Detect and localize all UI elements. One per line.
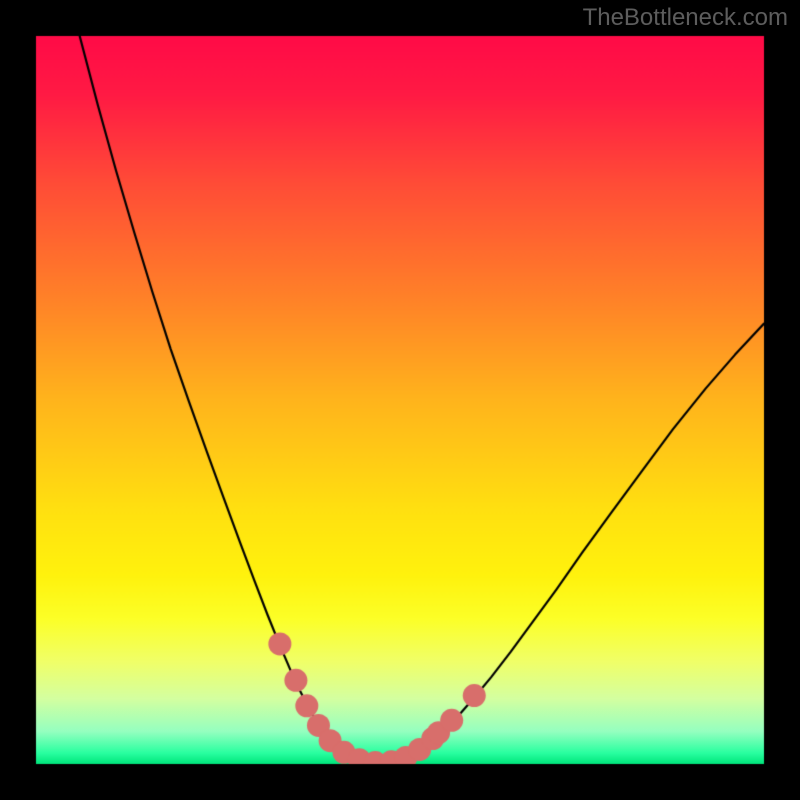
watermark-text: TheBottleneck.com (583, 4, 788, 32)
bottleneck-curve-chart (0, 0, 800, 800)
chart-root: TheBottleneck.com (0, 0, 800, 800)
